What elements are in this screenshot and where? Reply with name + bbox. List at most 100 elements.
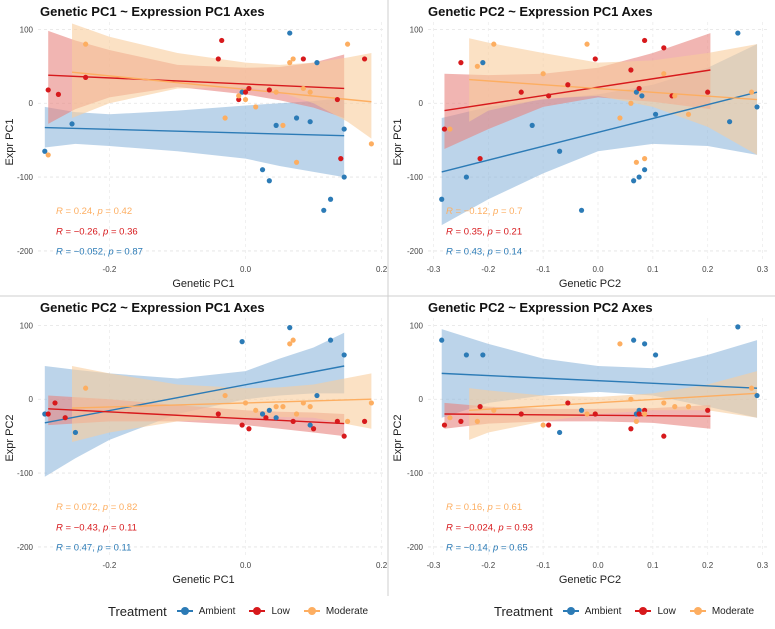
y-axis-label: Expr PC1 [392, 118, 404, 165]
data-point-low [477, 404, 483, 410]
stat-label-moderate: R = −0.12, p = 0.7 [446, 206, 522, 217]
data-point-moderate [273, 89, 279, 95]
data-point-moderate [280, 122, 286, 128]
fit-line-low [444, 413, 711, 417]
data-point-ambient [259, 411, 266, 417]
legend-key-ambient [176, 603, 193, 619]
data-point-moderate [290, 56, 296, 62]
data-point-ambient [239, 339, 245, 345]
data-point-moderate [584, 41, 590, 47]
data-point-low [361, 418, 368, 424]
data-point-moderate [672, 93, 678, 99]
chart-panel-4: Genetic PC2 ~ Expression PC2 Axes -200 -10… [392, 300, 769, 586]
confidence-band-moderate [72, 23, 372, 139]
confidence-band-ambient [44, 98, 345, 178]
data-point-low [246, 426, 252, 432]
x-axis-label: Genetic PC1 [172, 278, 234, 290]
legend-label-low: Low [657, 605, 676, 617]
data-point-moderate [273, 404, 279, 410]
data-point-moderate [540, 422, 546, 428]
stat-label-moderate: R = 0.072, p = 0.82 [56, 502, 137, 513]
chart-title: Genetic PC2 ~ Expression PC1 Axes [40, 300, 265, 315]
data-point-low [661, 433, 667, 439]
data-point-moderate [253, 104, 259, 110]
x-tick-label: -0.1 [536, 561, 550, 570]
x-tick-label: 0.3 [757, 265, 769, 274]
data-point-ambient [327, 337, 334, 343]
y-tick-label: 0 [29, 395, 34, 404]
data-point-ambient [529, 122, 535, 128]
data-point-ambient [754, 392, 760, 399]
data-point-low [239, 422, 245, 428]
x-tick-label: 0.2 [376, 561, 388, 570]
data-point-low [592, 56, 598, 62]
legend-label-ambient: Ambient [198, 605, 236, 617]
data-point-ambient [727, 119, 733, 125]
stat-label-low: R = 0.35, p = 0.21 [446, 227, 522, 238]
x-tick-label: 0.2 [702, 561, 714, 570]
data-point-moderate [293, 411, 300, 417]
data-point-low [263, 415, 269, 421]
x-tick-label: -0.1 [536, 265, 550, 274]
data-point-ambient [341, 352, 347, 358]
data-point-ambient [578, 207, 585, 213]
data-point-moderate [242, 400, 249, 406]
data-point-ambient [341, 126, 347, 132]
x-tick-label: -0.2 [481, 265, 495, 274]
fit-line-moderate [71, 398, 372, 409]
data-point-low [242, 89, 249, 95]
data-point-low [636, 85, 642, 92]
data-point-low [628, 67, 634, 73]
y-tick-label: 100 [20, 321, 34, 330]
x-tick-label: 0.1 [647, 265, 659, 274]
stat-label-ambient: R = 0.47, p = 0.11 [56, 543, 131, 554]
data-point-ambient [273, 122, 279, 128]
data-point-moderate [300, 85, 306, 92]
data-point-moderate [633, 159, 639, 165]
confidence-band-moderate [469, 38, 758, 155]
x-axis-label: Genetic PC1 [172, 574, 234, 586]
legend-left: Treatment Ambient Low Moderate [108, 597, 376, 625]
data-point-low [45, 87, 51, 93]
legend-label-ambient: Ambient [584, 605, 622, 617]
y-tick-label: 100 [20, 25, 34, 34]
data-point-ambient [72, 429, 79, 436]
data-point-ambient [578, 407, 585, 413]
fit-line-ambient [441, 372, 758, 389]
legend-title: Treatment [108, 603, 167, 619]
legend-key-moderate [303, 603, 320, 619]
data-point-low [642, 37, 648, 44]
x-tick-label: 0.1 [647, 561, 659, 570]
y-axis-label: Expr PC1 [4, 118, 16, 165]
y-tick-label: -200 [407, 543, 424, 552]
data-point-ambient [273, 415, 279, 421]
x-tick-label: 0.0 [240, 561, 252, 570]
legend-right: Treatment Ambient Low Moderate [494, 597, 762, 625]
data-point-low [219, 37, 225, 44]
y-tick-label: -200 [17, 247, 34, 256]
data-point-ambient [307, 422, 313, 428]
data-point-ambient [314, 392, 320, 399]
data-point-moderate [685, 111, 692, 117]
x-tick-label: 0.3 [757, 561, 769, 570]
data-point-low [334, 418, 340, 424]
x-axis-label: Genetic PC2 [559, 278, 621, 290]
data-point-moderate [447, 126, 453, 132]
data-point-low [705, 407, 711, 413]
y-tick-label: -200 [17, 543, 34, 552]
data-point-moderate [293, 159, 300, 165]
data-point-moderate [633, 418, 639, 424]
x-tick-label: -0.2 [103, 561, 117, 570]
data-point-low [55, 91, 62, 97]
data-point-ambient [42, 148, 48, 154]
stat-label-low: R = −0.43, p = 0.11 [56, 523, 137, 534]
data-point-moderate [672, 404, 678, 410]
data-point-low [477, 156, 483, 162]
fit-line-ambient [44, 365, 345, 424]
x-tick-label: -0.2 [103, 265, 117, 274]
x-axis-label: Genetic PC2 [559, 574, 621, 586]
data-point-ambient [631, 337, 637, 343]
data-point-low [338, 156, 344, 162]
data-point-moderate [344, 41, 351, 47]
data-point-low [361, 56, 368, 62]
